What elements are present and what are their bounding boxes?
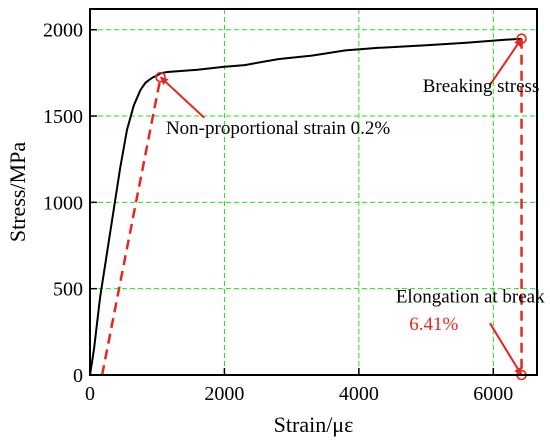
grid-lines — [89, 9, 537, 376]
annotation-arrow — [159, 76, 205, 119]
offset-line — [100, 76, 162, 376]
y-axis-label: Stress/MPa — [5, 142, 30, 242]
y-tick-label: 1500 — [43, 106, 83, 128]
x-tick-label: 2000 — [204, 383, 244, 405]
annotation-label: 6.41% — [409, 314, 458, 335]
y-tick-label: 0 — [73, 365, 83, 387]
annotation-label: Non-proportional strain 0.2% — [166, 118, 390, 139]
axis-ticks: 0 2000 4000 6000 0 500 1000 1500 2000 — [43, 20, 513, 405]
y-tick-label: 500 — [53, 279, 83, 301]
y-tick-label: 1000 — [43, 192, 83, 214]
annotation-arrow — [489, 38, 523, 86]
x-tick-label: 0 — [85, 383, 95, 405]
annotation-label: Breaking stress — [423, 76, 540, 97]
y-tick-label: 2000 — [43, 20, 83, 42]
annotations: Non-proportional strain 0.2% Breaking str… — [159, 38, 545, 376]
plot-frame — [89, 8, 538, 376]
x-axis-label: Strain/με — [274, 412, 354, 437]
x-tick-label: 4000 — [339, 383, 379, 405]
annotation-arrow — [489, 322, 523, 376]
x-tick-label: 6000 — [473, 383, 513, 405]
annotation-label: Elongation at break — [396, 286, 545, 307]
